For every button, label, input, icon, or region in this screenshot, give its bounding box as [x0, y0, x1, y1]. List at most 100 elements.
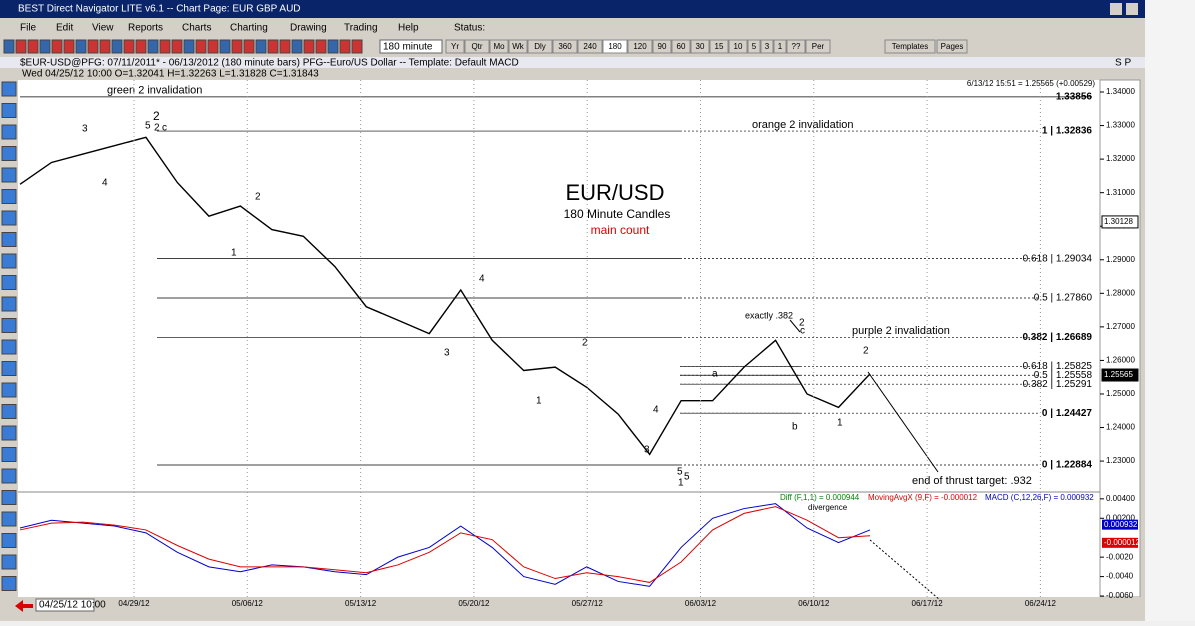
- tool-icon[interactable]: [1, 425, 17, 441]
- tool-icon[interactable]: [1, 81, 17, 97]
- period-label[interactable]: 15: [715, 42, 724, 51]
- tool-icon[interactable]: [1, 490, 17, 505]
- period-button[interactable]: [489, 39, 509, 54]
- tool-icon[interactable]: [267, 39, 279, 54]
- period-button[interactable]: [602, 39, 628, 54]
- tool-icon[interactable]: [1, 382, 17, 398]
- pages-button[interactable]: [936, 39, 968, 54]
- tool-icon[interactable]: [1, 146, 17, 161]
- tool-icon[interactable]: [1, 318, 17, 333]
- tool-icon[interactable]: [1, 339, 17, 355]
- tool-icon[interactable]: [231, 39, 243, 54]
- period-button[interactable]: [445, 39, 465, 54]
- interval-label[interactable]: 180 minute: [383, 42, 433, 53]
- tool-icon[interactable]: [1, 533, 17, 548]
- menu-item[interactable]: Drawing: [290, 23, 327, 34]
- tool-icon[interactable]: [147, 39, 159, 54]
- tool-icon[interactable]: [39, 39, 51, 54]
- tool-icon[interactable]: [27, 39, 39, 54]
- tool-icon[interactable]: [1, 103, 17, 118]
- period-button[interactable]: [652, 39, 672, 54]
- period-button[interactable]: [773, 39, 787, 54]
- period-label[interactable]: 3: [765, 42, 770, 51]
- tool-icon[interactable]: [1, 447, 17, 462]
- period-label[interactable]: ??: [792, 42, 801, 51]
- period-label[interactable]: 180: [608, 42, 622, 51]
- tool-icon[interactable]: [15, 39, 27, 54]
- tool-icon[interactable]: [291, 39, 303, 54]
- tool-icon[interactable]: [1, 253, 17, 269]
- tool-icon[interactable]: [219, 39, 231, 54]
- tool-icon[interactable]: [195, 39, 207, 54]
- period-button[interactable]: [760, 39, 774, 54]
- menu-item[interactable]: Charting: [230, 23, 268, 34]
- menu-item[interactable]: Status:: [454, 23, 485, 34]
- period-label[interactable]: 60: [677, 42, 686, 51]
- period-button[interactable]: [464, 39, 490, 54]
- tool-icon[interactable]: [1, 167, 17, 183]
- close-button[interactable]: [1126, 3, 1138, 15]
- menu-item[interactable]: Charts: [182, 23, 211, 34]
- tool-icon[interactable]: [135, 39, 147, 54]
- pages-label[interactable]: Pages: [941, 42, 964, 51]
- period-label[interactable]: 1: [778, 42, 783, 51]
- tool-icon[interactable]: [279, 39, 291, 54]
- period-label[interactable]: 30: [696, 42, 705, 51]
- tool-icon[interactable]: [1, 554, 17, 570]
- period-button[interactable]: [627, 39, 653, 54]
- period-button[interactable]: [690, 39, 710, 54]
- tool-icon[interactable]: [1, 275, 17, 290]
- period-button[interactable]: [552, 39, 578, 54]
- tool-icon[interactable]: [1, 124, 17, 140]
- minimize-button[interactable]: [1110, 3, 1122, 15]
- tool-icon[interactable]: [75, 39, 87, 54]
- period-label[interactable]: 240: [583, 42, 597, 51]
- scroll-arrow[interactable]: [15, 600, 33, 612]
- templates-label[interactable]: Templates: [892, 42, 928, 51]
- tool-icon[interactable]: [207, 39, 219, 54]
- tool-icon[interactable]: [1, 511, 17, 527]
- menu-item[interactable]: File: [20, 23, 37, 34]
- tool-icon[interactable]: [111, 39, 123, 54]
- tool-icon[interactable]: [327, 39, 339, 54]
- tool-icon[interactable]: [171, 39, 183, 54]
- menu-item[interactable]: Edit: [56, 23, 73, 34]
- tool-icon[interactable]: [123, 39, 135, 54]
- period-label[interactable]: Wk: [512, 42, 525, 51]
- period-label[interactable]: Per: [812, 42, 825, 51]
- tool-icon[interactable]: [1, 189, 17, 204]
- tool-icon[interactable]: [351, 39, 363, 54]
- period-button[interactable]: [786, 39, 806, 54]
- menu-item[interactable]: Trading: [344, 23, 378, 34]
- tool-icon[interactable]: [3, 39, 15, 54]
- period-label[interactable]: 120: [633, 42, 647, 51]
- menu-item[interactable]: View: [92, 23, 114, 34]
- period-label[interactable]: 10: [734, 42, 743, 51]
- period-button[interactable]: [671, 39, 691, 54]
- tool-icon[interactable]: [87, 39, 99, 54]
- tool-icon[interactable]: [1, 404, 17, 419]
- tool-icon[interactable]: [303, 39, 315, 54]
- tool-icon[interactable]: [255, 39, 267, 54]
- tool-icon[interactable]: [1, 361, 17, 376]
- templates-button[interactable]: [884, 39, 936, 54]
- tool-icon[interactable]: [183, 39, 195, 54]
- menu-item[interactable]: Help: [398, 23, 419, 34]
- tool-icon[interactable]: [1, 210, 17, 226]
- period-label[interactable]: 360: [558, 42, 572, 51]
- period-button[interactable]: [577, 39, 603, 54]
- period-button[interactable]: [747, 39, 761, 54]
- period-button[interactable]: [709, 39, 729, 54]
- period-button[interactable]: [805, 39, 831, 54]
- period-label[interactable]: 5: [752, 42, 757, 51]
- period-button[interactable]: [728, 39, 748, 54]
- tool-icon[interactable]: [51, 39, 63, 54]
- tool-icon[interactable]: [63, 39, 75, 54]
- menu-item[interactable]: Reports: [128, 23, 163, 34]
- period-button[interactable]: [508, 39, 528, 54]
- tool-icon[interactable]: [1, 296, 17, 312]
- period-label[interactable]: Qtr: [471, 42, 482, 51]
- tool-icon[interactable]: [243, 39, 255, 54]
- tool-icon[interactable]: [339, 39, 351, 54]
- interval-select[interactable]: [379, 39, 443, 54]
